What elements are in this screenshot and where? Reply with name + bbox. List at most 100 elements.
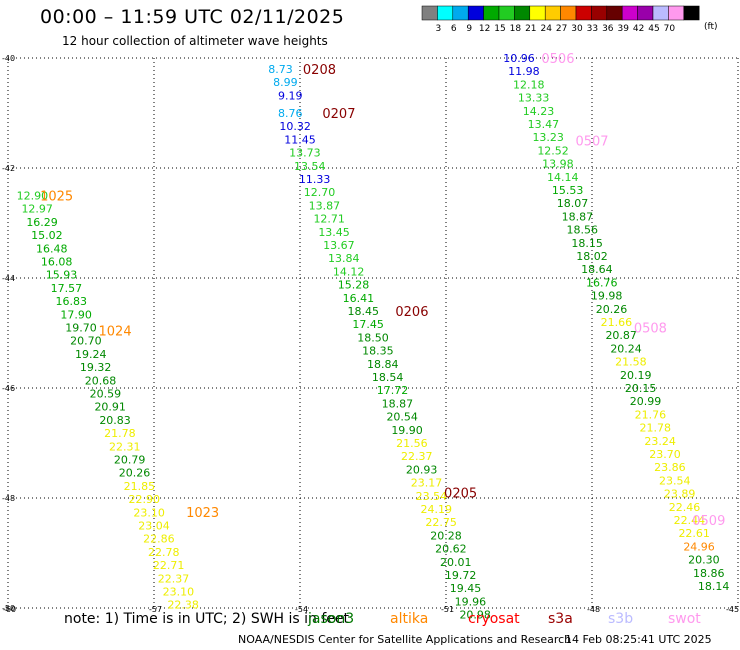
- data-point-label: 20.26: [119, 467, 151, 480]
- y-tick-label: -46: [2, 384, 15, 393]
- colorbar-label: 3: [436, 24, 442, 34]
- data-point-label: 22.44: [674, 514, 706, 527]
- data-point-label: 12.52: [537, 144, 569, 157]
- data-point-label: 20.93: [406, 463, 438, 476]
- pass-time-label: 0207: [322, 107, 355, 122]
- data-point-label: 20.79: [114, 454, 146, 467]
- data-point-label: 23.70: [649, 448, 681, 461]
- data-point-label: 19.32: [80, 361, 112, 374]
- data-point-label: 15.02: [31, 229, 63, 242]
- data-point-label: 12.71: [313, 213, 345, 226]
- data-point-label: 13.98: [542, 158, 574, 171]
- data-point-label: 22.71: [153, 559, 185, 572]
- data-point-label: 16.29: [26, 216, 58, 229]
- data-point-label: 16.48: [36, 242, 68, 255]
- data-point-label: 13.23: [532, 131, 564, 144]
- data-point-label: 18.87: [562, 210, 594, 223]
- data-point-label: 20.01: [440, 556, 472, 569]
- data-point-label: 17.90: [60, 308, 92, 321]
- colorbar-label: 12: [479, 24, 490, 34]
- data-point-label: 13.87: [309, 199, 341, 212]
- colorbar-swatch: [683, 5, 700, 21]
- colorbar-label: 6: [451, 24, 457, 34]
- colorbar-swatch: [437, 5, 454, 21]
- pass-time-label: 1024: [99, 324, 132, 339]
- data-point-label: 13.67: [323, 239, 355, 252]
- colorbar-label: 42: [633, 24, 644, 34]
- data-point-label: 21.85: [124, 480, 156, 493]
- data-point-label: 23.10: [163, 586, 195, 599]
- data-point-label: 8.76: [278, 107, 303, 120]
- data-point-label: 18.86: [693, 567, 725, 580]
- colorbar-swatch: [668, 5, 685, 21]
- colorbar-label: 39: [617, 24, 629, 34]
- data-point-label: 20.28: [430, 529, 462, 542]
- data-point-label: 21.78: [640, 422, 672, 435]
- data-point-label: 19.96: [455, 595, 487, 608]
- pass-time-label: 0507: [575, 135, 608, 150]
- pass-time-label: 0509: [692, 514, 725, 529]
- data-point-label: 21.76: [635, 408, 667, 421]
- data-point-label: 23.24: [644, 435, 676, 448]
- data-point-label: 18.54: [372, 371, 404, 384]
- pass-time-label: 0205: [444, 487, 477, 502]
- data-point-label: 22.86: [143, 533, 175, 546]
- data-point-label: 12.90: [17, 190, 49, 203]
- data-point-label: 10.32: [279, 120, 311, 133]
- data-point-label: 23.04: [138, 520, 170, 533]
- data-point-label: 20.59: [90, 388, 122, 401]
- data-point-label: 18.45: [348, 305, 380, 318]
- colorbar-swatch: [452, 5, 469, 21]
- data-point-label: 18.15: [571, 237, 603, 250]
- data-point-label: 16.08: [41, 256, 73, 269]
- colorbar-swatch: [529, 5, 546, 21]
- data-point-label: 18.14: [698, 580, 730, 593]
- data-point-label: 22.75: [425, 516, 457, 529]
- data-point-label: 19.90: [391, 424, 423, 437]
- x-tick-label: -45: [726, 605, 739, 614]
- data-point-label: 19.45: [450, 582, 482, 595]
- data-point-label: 21.58: [615, 356, 647, 369]
- data-point-label: 22.78: [148, 546, 180, 559]
- satellite-legend-item: jason3: [308, 611, 355, 627]
- data-point-label: 24.19: [421, 503, 453, 516]
- data-point-label: 15.53: [552, 184, 584, 197]
- colorbar-label: 15: [494, 24, 505, 34]
- colorbar-label: 36: [602, 24, 614, 34]
- colorbar-label: 21: [525, 24, 536, 34]
- data-point-label: 19.70: [65, 322, 97, 335]
- data-point-label: 24.96: [683, 540, 715, 553]
- y-tick-label: -40: [2, 54, 15, 63]
- footer-credit: NOAA/NESDIS Center for Satellite Applica…: [238, 633, 572, 646]
- data-point-label: 22.37: [401, 450, 433, 463]
- data-point-label: 18.84: [367, 358, 399, 371]
- data-point-label: 8.73: [268, 63, 293, 76]
- data-point-label: 18.50: [357, 331, 389, 344]
- y-tick-label: -50: [2, 604, 15, 613]
- colorbar-swatch: [544, 5, 561, 21]
- data-point-label: 20.98: [459, 609, 491, 622]
- data-point-label: 20.68: [85, 374, 117, 387]
- data-point-label: 21.66: [601, 316, 633, 329]
- data-point-label: 20.87: [605, 329, 637, 342]
- pass-time-label: 0206: [395, 305, 428, 320]
- satellite-legend-item: swot: [668, 611, 701, 627]
- colorbar-label: 18: [510, 24, 522, 34]
- colorbar-swatch: [575, 5, 592, 21]
- data-point-label: 16.83: [56, 295, 88, 308]
- colorbar-label: 27: [556, 24, 567, 34]
- x-tick-label: -54: [295, 605, 308, 614]
- colorbar-units: (ft): [704, 22, 718, 32]
- data-point-label: 15.28: [338, 279, 370, 292]
- data-point-label: 15.93: [46, 269, 78, 282]
- data-point-label: 19.72: [445, 569, 477, 582]
- data-point-label: 20.99: [630, 395, 662, 408]
- data-point-label: 10.96: [503, 52, 535, 65]
- y-tick-label: -48: [2, 494, 15, 503]
- colorbar-swatch: [421, 5, 438, 21]
- data-point-label: 20.83: [99, 414, 131, 427]
- pass-time-label: 1023: [186, 506, 219, 521]
- data-point-label: 12.70: [304, 186, 336, 199]
- data-point-label: 13.73: [289, 147, 321, 160]
